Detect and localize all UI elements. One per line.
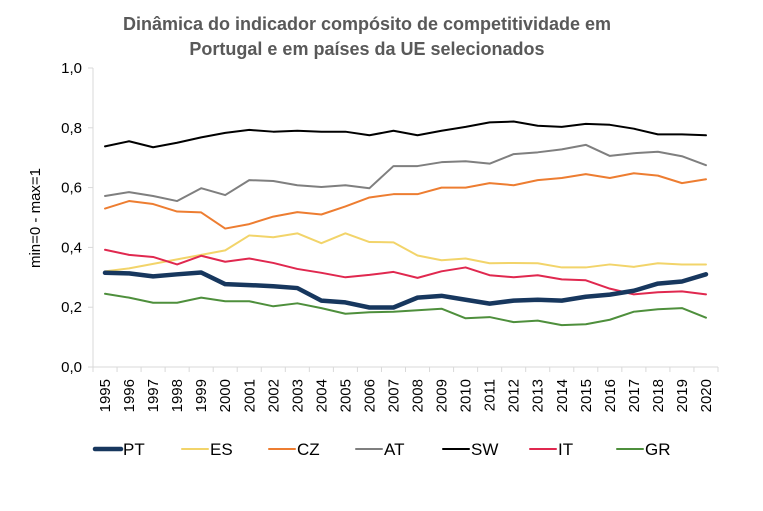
x-tick-label: 1999	[193, 379, 210, 412]
x-tick-label: 2005	[337, 379, 354, 412]
series-line-cz	[104, 172, 707, 230]
chart-title-line-2: Portugal e em países da UE selecionados	[189, 39, 544, 59]
x-tick-label: 2018	[650, 379, 667, 412]
x-tick-label: 2016	[602, 379, 619, 412]
legend-label-sw: SW	[471, 440, 498, 459]
y-tick-label: 0,2	[61, 299, 82, 316]
legend-label-pt: PT	[123, 440, 145, 459]
x-tick-label: 1997	[145, 379, 162, 412]
legend-label-cz: CZ	[297, 440, 320, 459]
y-tick-label: 0,6	[61, 180, 82, 197]
x-tick-label: 2012	[506, 379, 523, 412]
legend-label-es: ES	[210, 440, 233, 459]
x-tick-label: 2001	[241, 379, 258, 412]
x-tick-label: 2011	[482, 379, 499, 411]
y-tick-label: 0,4	[61, 239, 82, 256]
x-tick-label: 2003	[289, 379, 306, 412]
x-tick-label: 2014	[554, 379, 571, 412]
x-tick-label: 2017	[626, 379, 643, 412]
legend: PT ES CZ AT SW IT GR	[92, 440, 671, 459]
x-tick-label: 2009	[434, 379, 451, 412]
x-tick-label: 2020	[698, 379, 715, 412]
x-tick-label: 2004	[313, 379, 330, 412]
x-tick-label: 2013	[530, 379, 547, 412]
x-tick-label: 2002	[265, 379, 282, 412]
x-tick-label: 2007	[385, 379, 402, 412]
legend-label-at: AT	[384, 440, 404, 459]
x-tick-label: 2006	[361, 379, 378, 412]
y-tick-label: 1,0	[61, 60, 82, 77]
series-line-pt	[102, 270, 709, 310]
y-axis-label: min=0 - max=1	[27, 168, 44, 268]
plot-area: 0,0 0,2 0,4 0,6 0,8 1,0 1995 1996 1997 1998 1999 20…	[61, 60, 719, 412]
legend-label-it: IT	[558, 440, 573, 459]
y-tick-label: 0,8	[61, 120, 82, 137]
x-tick-label: 2000	[217, 379, 234, 412]
series-line-it	[104, 248, 707, 296]
x-tick-label: 2019	[674, 379, 691, 412]
y-tick-label: 0,0	[61, 359, 82, 376]
x-tick-label: 2008	[410, 379, 427, 412]
x-tick-label: 1996	[121, 379, 138, 412]
series-line-sw	[104, 120, 707, 149]
chart-title-line-1: Dinâmica do indicador compósito de compe…	[123, 14, 611, 34]
x-tick-label: 2015	[578, 379, 595, 412]
x-tick-label: 2010	[458, 379, 475, 412]
x-tick-label: 1998	[169, 379, 186, 412]
series-line-es	[104, 232, 707, 273]
x-tick-label: 1995	[97, 379, 114, 412]
series-line-at	[104, 143, 707, 203]
series-line-gr	[104, 292, 707, 327]
legend-label-gr: GR	[645, 440, 671, 459]
